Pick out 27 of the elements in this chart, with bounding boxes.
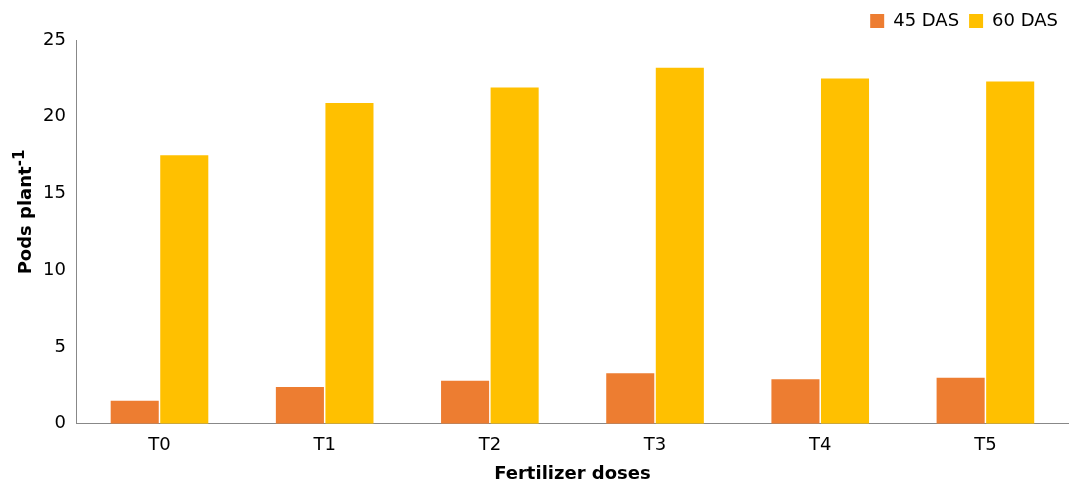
bar bbox=[936, 377, 985, 424]
bar bbox=[771, 379, 820, 424]
x-tick-label: T5 bbox=[973, 433, 997, 455]
bar bbox=[110, 400, 159, 424]
bar bbox=[275, 386, 324, 424]
bar bbox=[490, 87, 539, 424]
bar bbox=[325, 102, 374, 424]
x-tick-label: T0 bbox=[147, 433, 171, 455]
legend-label: 45 DAS bbox=[893, 8, 960, 30]
y-tick-label: 20 bbox=[43, 104, 66, 126]
y-tick-label: 0 bbox=[54, 411, 66, 433]
x-tick-label: T2 bbox=[477, 433, 502, 455]
bar bbox=[655, 67, 704, 424]
y-tick-label: 15 bbox=[43, 181, 66, 203]
y-tick-label: 5 bbox=[54, 334, 66, 356]
x-tick-label: T4 bbox=[808, 433, 832, 455]
x-tick-label: T1 bbox=[312, 433, 336, 455]
legend-label: 60 DAS bbox=[992, 8, 1059, 30]
y-tick-label: 25 bbox=[43, 27, 66, 49]
bar bbox=[606, 373, 655, 424]
bar bbox=[986, 81, 1035, 424]
x-axis-title: Fertilizer doses bbox=[494, 461, 651, 483]
y-tick-label: 10 bbox=[43, 257, 66, 279]
bar bbox=[820, 78, 870, 424]
bar bbox=[160, 155, 209, 424]
bar bbox=[441, 380, 490, 424]
x-tick-label: T3 bbox=[642, 433, 667, 455]
